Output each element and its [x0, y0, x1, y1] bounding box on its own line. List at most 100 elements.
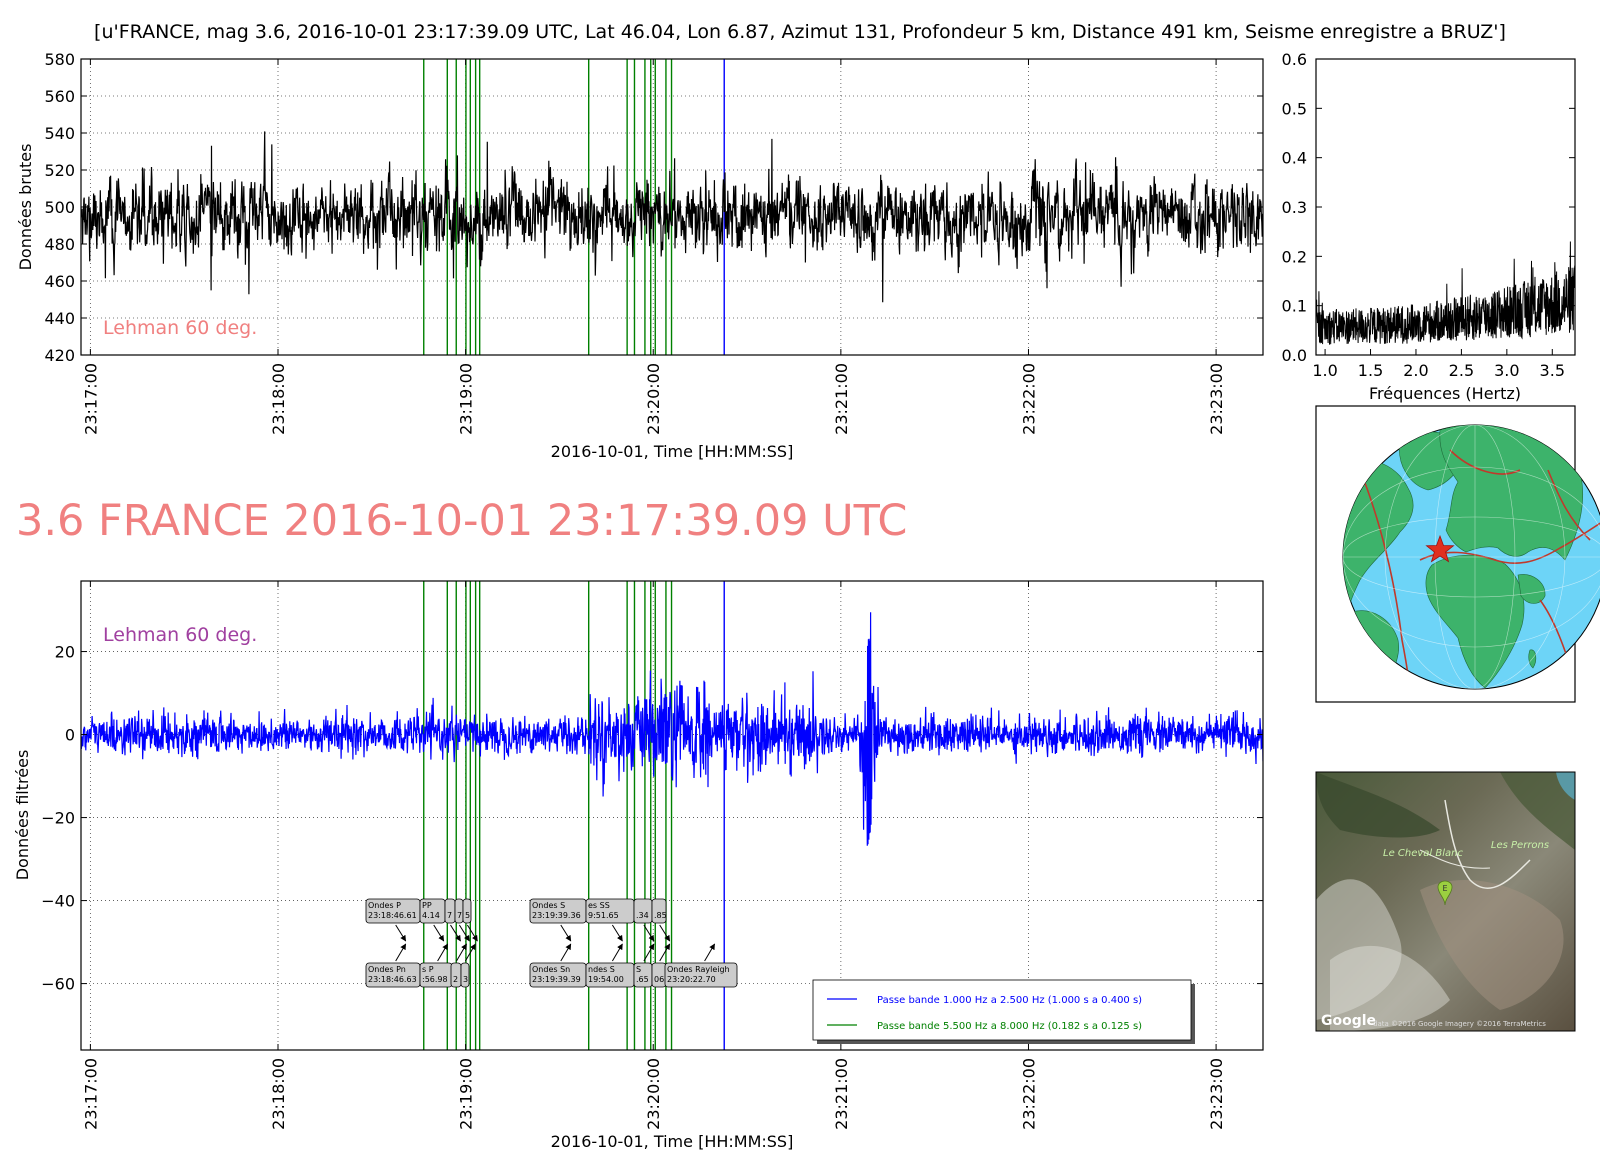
filtered-x-label: 2016-10-01, Time [HH:MM:SS] [551, 1132, 794, 1150]
map-credits: data ©2016 Google Imagery ©2016 TerraMet… [1373, 1020, 1546, 1028]
filtered-y-label: Données filtrées [13, 750, 32, 881]
phase-arrow [458, 924, 470, 942]
phase-arrow [643, 943, 655, 962]
filtered-xtick-label: 23:17:00 [81, 1058, 100, 1130]
filtered-ytick-label: −40 [41, 892, 75, 911]
phase-label-text: 3 [463, 975, 468, 984]
filtered-xtick-label: 23:18:00 [269, 1058, 288, 1130]
raw-xtick-label: 23:20:00 [644, 363, 663, 435]
phase-label-text: s P [422, 965, 434, 974]
phase-label: es SS9:51.65 [585, 898, 635, 942]
spectrum-xtick-label: 2.5 [1449, 361, 1474, 380]
phase-label-text: 7 [457, 911, 462, 920]
phase-label-text: S [636, 965, 641, 974]
phase-label-box [651, 898, 667, 924]
spectrum-x-label: Fréquences (Hertz) [1369, 384, 1521, 403]
filtered-ytick-label: −20 [41, 809, 75, 828]
phase-label: 7 [444, 898, 461, 942]
phase-label: 06 [651, 943, 671, 988]
phase-arrow [659, 943, 671, 962]
raw-x-label: 2016-10-01, Time [HH:MM:SS] [551, 442, 794, 461]
raw-ytick-label: 500 [44, 198, 75, 217]
filtered-ytick-label: −60 [41, 975, 75, 994]
raw-ytick-label: 440 [44, 309, 75, 328]
phase-label-text: 9:51.65 [588, 911, 619, 920]
phase-arrow [560, 943, 572, 962]
filtered-xtick-label: 23:21:00 [832, 1058, 851, 1130]
spectrum-ticks: 1.0 1.5 2.0 2.5 3.0 3.5 0.0 0.1 0.2 0.3 0.4 0.5 0.6 [1282, 50, 1575, 380]
phase-label: 2 [450, 943, 467, 988]
phase-arrow [437, 943, 449, 962]
raw-ytick-label: 540 [44, 124, 75, 143]
land-arabia [1517, 574, 1546, 604]
phase-label-text: 23:19:39.36 [532, 911, 581, 920]
phase-label-text: .85 [654, 911, 667, 920]
phase-label-text: Ondes P [368, 901, 401, 910]
map-marker-letter: E [1442, 884, 1447, 893]
raw-ytick-label: 420 [44, 346, 75, 365]
spectrum-ytick-label: 0.6 [1282, 50, 1307, 69]
phase-label-text: .65 [636, 975, 649, 984]
legend: Passe bande 1.000 Hz a 2.500 Hz (1.000 s… [812, 979, 1195, 1044]
phase-label: Ondes P23:18:46.61 [365, 898, 421, 942]
spectrum-xtick-label: 3.0 [1494, 361, 1519, 380]
phase-label: 5 [462, 898, 478, 942]
phase-label-text: .34 [636, 911, 649, 920]
phase-label-text: 5 [465, 911, 470, 920]
raw-xtick-label: 23:17:00 [81, 363, 100, 435]
phase-label: .85 [651, 898, 671, 942]
filtered-xtick-label: 23:20:00 [644, 1058, 663, 1130]
spectrum-ytick-label: 0.5 [1282, 99, 1307, 118]
phase-arrow [611, 943, 623, 962]
epicenter-star-icon [1425, 534, 1455, 563]
phase-arrow [643, 924, 655, 942]
phase-label-box [664, 962, 738, 988]
filtered-trace [81, 612, 1263, 846]
google-logo: Google [1321, 1013, 1376, 1029]
raw-data-panel: 420 440 460 480 500 520 540 560 580 23:17:00 23:18… [16, 50, 1264, 461]
phase-arrow [704, 943, 716, 962]
spectrum-trace [1316, 241, 1575, 345]
satellite-map: Le Cheval Blanc Les Perrons E Google dat… [1315, 771, 1576, 1032]
phase-label-text: 7 [447, 911, 452, 920]
place-label-cheval-blanc: Le Cheval Blanc [1383, 848, 1463, 859]
raw-lehman-label: Lehman 60 deg. [103, 317, 257, 339]
phase-arrow [456, 943, 467, 962]
filtered-xtick-label: 23:19:00 [457, 1058, 476, 1130]
phase-arrow [659, 924, 671, 942]
phase-label: ndes S19:54.00 [585, 943, 635, 988]
spectrum-xtick-label: 3.5 [1540, 361, 1565, 380]
phase-label-text: 19:54.00 [588, 975, 624, 984]
satellite-frame [1315, 771, 1576, 1032]
phase-label-text: :56.98 [422, 975, 448, 984]
spectrum-ytick-label: 0.1 [1282, 297, 1307, 316]
raw-trace [81, 131, 1263, 303]
phase-label-text: 23:20:22.70 [667, 975, 716, 984]
raw-xtick-label: 23:22:00 [1019, 363, 1038, 435]
figure-title: [u'FRANCE, mag 3.6, 2016-10-01 23:17:39.… [94, 21, 1506, 43]
filtered-xtick-label: 23:23:00 [1207, 1058, 1226, 1130]
phase-label: .34 [633, 898, 655, 942]
filtered-ticks: 20 0 −20 −40 −60 23:17:00 23:18:00 23:19:00 23:2… [41, 581, 1263, 1130]
phase-label: s P:56.98 [419, 943, 453, 988]
spectrum-panel: 1.0 1.5 2.0 2.5 3.0 3.50.00.10.20.30.40.50.6 … [1282, 50, 1576, 403]
spectrum-ytick-label: 0.3 [1282, 198, 1307, 217]
filtered-lehman-label: Lehman 60 deg. [103, 624, 257, 646]
filtered-xtick-label: 23:22:00 [1019, 1058, 1038, 1130]
phase-label-box [460, 962, 470, 988]
raw-xtick-label: 23:23:00 [1207, 363, 1226, 435]
raw-xtick-label: 23:18:00 [269, 363, 288, 435]
raw-ytick-label: 580 [44, 50, 75, 69]
event-title: 3.6 FRANCE 2016-10-01 23:17:39.09 UTC [16, 496, 907, 546]
phase-arrow [466, 924, 478, 942]
raw-ticks: 420 440 460 480 500 520 540 560 580 23:17:00 23:18… [44, 50, 1263, 435]
map-marker-icon [1437, 880, 1453, 906]
phase-label-text: 23:18:46.63 [368, 975, 417, 984]
spectrum-xtick-label: 2.0 [1403, 361, 1428, 380]
phase-arrow [433, 924, 445, 942]
